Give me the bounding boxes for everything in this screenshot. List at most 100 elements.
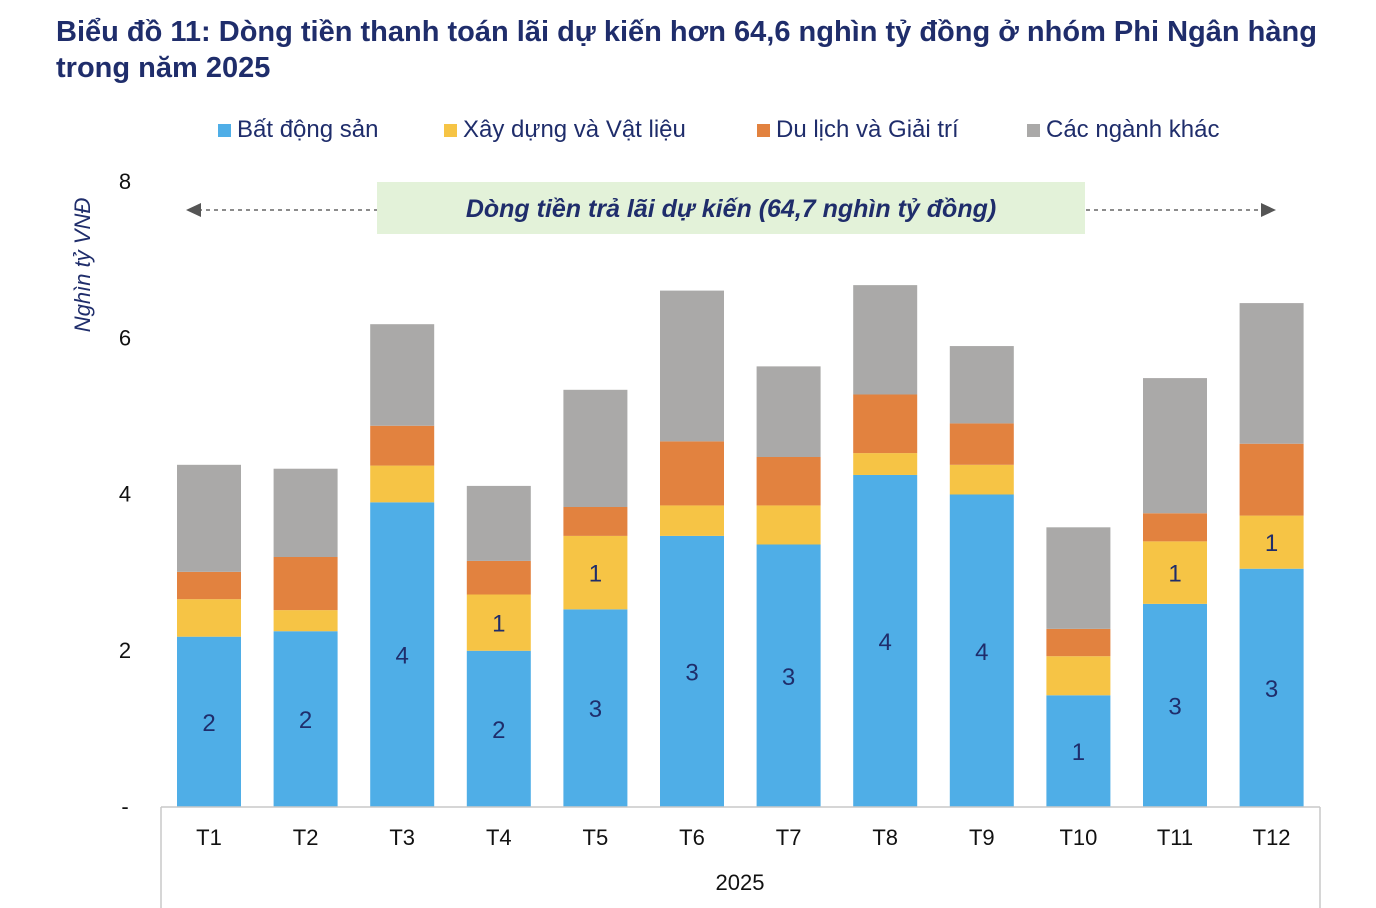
bar-data-label: 3 xyxy=(589,696,602,723)
bar-segment-t10-s1 xyxy=(1046,656,1111,696)
legend-label-khac: Các ngành khác xyxy=(1046,116,1220,143)
x-tick-label: T5 xyxy=(583,825,609,850)
bar-segment-t2-s2 xyxy=(273,557,338,611)
bar-segment-t7-s0 xyxy=(756,544,821,807)
bar-data-label: 3 xyxy=(782,664,795,691)
annotation-arrow-right-icon xyxy=(1261,203,1276,217)
bar-data-label: 1 xyxy=(492,611,505,638)
bar-segment-t8-s3 xyxy=(853,285,918,395)
bar-segment-t6-s3 xyxy=(660,290,724,442)
x-tick-label: T2 xyxy=(293,825,319,850)
x-tick-label: T7 xyxy=(776,825,802,850)
legend-swatch-dulich xyxy=(757,123,770,137)
legend-label-bds: Bất động sản xyxy=(237,116,379,143)
bar-segment-t4-s3 xyxy=(466,485,531,561)
bar-data-label: 4 xyxy=(879,629,892,656)
bar-segment-t4-s1 xyxy=(466,594,531,651)
y-axis-ticks: - 2 4 6 8 xyxy=(119,169,131,819)
y-tick-label: 4 xyxy=(119,482,131,507)
bar-segment-t11-s0 xyxy=(1143,603,1207,807)
bar-data-label: 2 xyxy=(492,717,505,744)
bar-segment-t5-s0 xyxy=(563,609,628,807)
bar-segment-t9-s0 xyxy=(949,494,1014,807)
bar-segment-t11-s3 xyxy=(1143,378,1207,514)
x-tick-label: T3 xyxy=(389,825,415,850)
bar-segment-t11-s1 xyxy=(1143,541,1207,604)
bar-segment-t10-s3 xyxy=(1046,527,1111,629)
legend: Bất động sản Xây dựng và Vật liệu Du lịc… xyxy=(0,116,1376,146)
bar-segment-t1-s2 xyxy=(177,571,241,600)
bar-segment-t7-s2 xyxy=(756,457,821,506)
bar-segment-t4-s0 xyxy=(466,650,531,807)
bar-segment-t12-s2 xyxy=(1239,443,1304,516)
bar-segment-t9-s3 xyxy=(949,346,1014,424)
legend-swatch-xaydung xyxy=(444,123,457,137)
bar-data-label: 2 xyxy=(202,710,215,737)
y-tick-label: 2 xyxy=(119,638,131,663)
bar-segment-t6-s1 xyxy=(660,505,724,536)
x-axis: T1 T2 T3 T4 T5 T6 T7 T8 T9 T10 T11 T12 2025 xyxy=(160,806,1321,908)
bar-segment-t5-s3 xyxy=(563,389,628,507)
x-axis-ticks: T1 T2 T3 T4 T5 T6 T7 T8 T9 T10 T11 T12 xyxy=(196,825,1290,850)
bar-segment-t9-s1 xyxy=(949,464,1014,495)
annotation-banner: Dòng tiền trả lãi dự kiến (64,7 nghìn tỷ… xyxy=(186,182,1276,234)
bar-segment-t7-s1 xyxy=(756,505,821,545)
x-axis-title: 2025 xyxy=(716,870,765,895)
bar-data-label: 1 xyxy=(1265,530,1278,557)
legend-item-bds: Bất động sản xyxy=(218,116,378,144)
bar-segment-t10-s0 xyxy=(1046,695,1111,807)
bar-segment-t3-s2 xyxy=(370,425,435,466)
bar-data-label: 3 xyxy=(1168,693,1181,720)
annotation-arrow-left-icon xyxy=(186,203,201,217)
legend-label-xaydung: Xây dựng và Vật liệu xyxy=(463,116,686,143)
bar-segment-t9-s2 xyxy=(949,423,1014,465)
x-tick-label: T1 xyxy=(196,825,222,850)
x-tick-label: T8 xyxy=(872,825,898,850)
bar-segment-t1-s3 xyxy=(177,464,241,572)
x-tick-label: T9 xyxy=(969,825,995,850)
bar-segment-t1-s1 xyxy=(177,599,241,637)
bar-segment-t3-s1 xyxy=(370,465,435,503)
bar-data-label: 1 xyxy=(1072,739,1085,766)
bar-segment-t12-s3 xyxy=(1239,303,1304,444)
bar-data-label: 1 xyxy=(589,561,602,588)
bar-segment-t10-s2 xyxy=(1046,628,1111,657)
bar-segment-t2-s1 xyxy=(273,610,338,632)
bar-segment-t2-s3 xyxy=(273,468,338,557)
bar-segment-t8-s2 xyxy=(853,394,918,454)
bar-data-label: 2 xyxy=(299,707,312,734)
legend-swatch-bds xyxy=(218,123,231,137)
y-tick-label: - xyxy=(121,794,128,819)
segment-labels: 2 2 4 2 1 3 1 3 3 4 4 1 3 1 3 1 xyxy=(202,530,1278,766)
annotation-text: Dòng tiền trả lãi dự kiến (64,7 nghìn tỷ… xyxy=(466,195,996,223)
x-tick-label: T11 xyxy=(1157,825,1193,850)
annotation-box xyxy=(377,182,1085,234)
y-tick-label: 6 xyxy=(119,325,131,350)
bar-data-label: 4 xyxy=(396,643,409,670)
bar-segment-t5-s2 xyxy=(563,507,628,536)
bar-segment-t2-s0 xyxy=(273,631,338,807)
chart-title: Biểu đồ 11: Dòng tiền thanh toán lãi dự … xyxy=(56,16,1317,84)
legend-item-xaydung: Xây dựng và Vật liệu xyxy=(444,116,686,144)
legend-item-khac: Các ngành khác xyxy=(1027,116,1219,144)
bar-data-label: 4 xyxy=(975,639,988,666)
x-tick-label: T12 xyxy=(1253,825,1291,850)
bar-segment-t5-s1 xyxy=(563,535,628,610)
bar-data-label: 1 xyxy=(1168,561,1181,588)
legend-item-dulich: Du lịch và Giải trí xyxy=(757,116,959,144)
bar-segment-t3-s0 xyxy=(370,502,435,807)
bars xyxy=(177,285,1304,807)
x-tick-label: T6 xyxy=(679,825,705,850)
bar-segment-t11-s2 xyxy=(1143,513,1207,542)
legend-label-dulich: Du lịch và Giải trí xyxy=(776,116,959,143)
bar-data-label: 3 xyxy=(1265,676,1278,703)
bar-segment-t3-s3 xyxy=(370,324,435,426)
bar-segment-t6-s0 xyxy=(660,535,724,807)
x-tick-label: T4 xyxy=(486,825,512,850)
bar-segment-t7-s3 xyxy=(756,366,821,457)
bar-data-label: 3 xyxy=(685,659,698,686)
bar-segment-t8-s1 xyxy=(853,453,918,475)
y-tick-label: 8 xyxy=(119,169,131,194)
bar-segment-t4-s2 xyxy=(466,560,531,595)
